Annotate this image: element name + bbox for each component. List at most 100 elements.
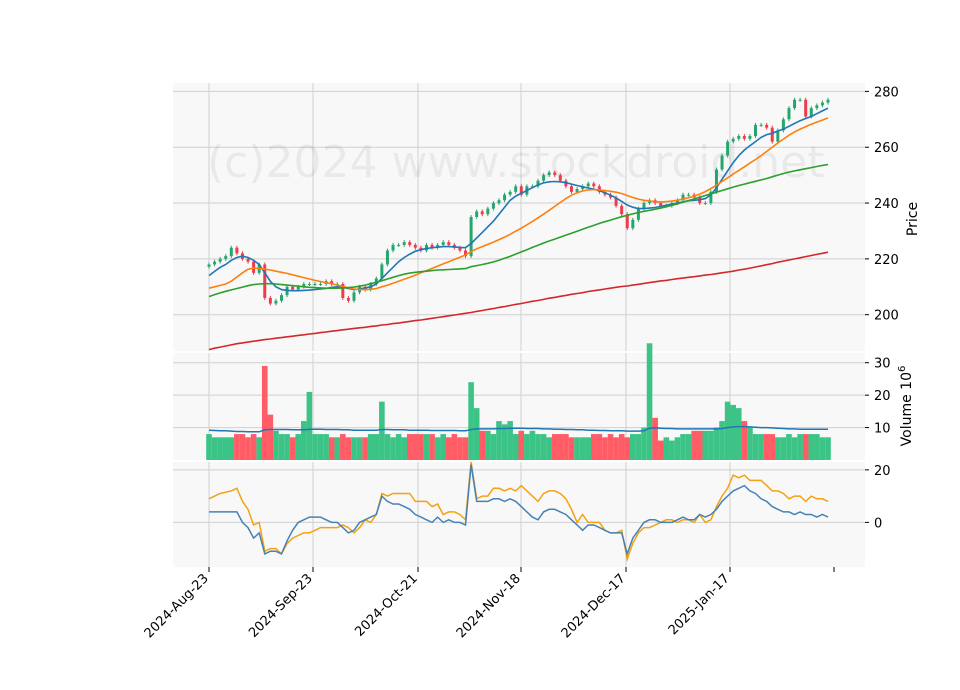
candle-body [625, 214, 629, 229]
candle-body [586, 183, 590, 187]
candle [491, 201, 495, 211]
candle [547, 170, 551, 178]
candle [737, 134, 741, 141]
candle [787, 106, 791, 122]
volume-bar [574, 437, 580, 460]
volume-bar [713, 427, 720, 460]
candle-body [447, 242, 451, 245]
volume-bar [607, 434, 614, 460]
candle [235, 245, 239, 256]
candle-body [341, 284, 345, 298]
volume-bar [434, 437, 441, 460]
volume-bar [284, 434, 290, 460]
candle [224, 254, 228, 261]
candle [486, 206, 490, 217]
volume-bar [345, 437, 352, 460]
volume-bar [323, 434, 329, 460]
candle [714, 167, 718, 194]
candle [820, 100, 824, 108]
moving-average-line-2 [208, 117, 829, 291]
candle-body [759, 124, 763, 126]
candle [804, 97, 808, 119]
candle-body [742, 136, 746, 139]
candle [742, 134, 746, 141]
candle-body [787, 108, 791, 120]
candle-body [636, 208, 640, 220]
volume-bar [814, 434, 820, 460]
y-tick-label: 0 [874, 516, 882, 531]
oscillator-y-axis: 0 20 [865, 464, 891, 531]
y-tick-label: 240 [874, 197, 899, 212]
volume-bar [445, 437, 452, 460]
volume-bar [206, 434, 212, 460]
candle [436, 242, 440, 250]
candle-body [229, 247, 233, 257]
candle-body [737, 136, 741, 139]
volume-bar [780, 437, 787, 460]
x-tick-label: 2024-Aug-23 [142, 571, 212, 641]
candle [385, 248, 389, 267]
candle [213, 259, 217, 267]
candle-body [631, 219, 635, 229]
moving-average-line-4 [208, 251, 829, 351]
candle-body [279, 295, 283, 301]
y-tick-label: 260 [874, 141, 899, 156]
volume-bar [406, 434, 413, 460]
candle-body [720, 155, 724, 170]
y-tick-label: 30 [874, 357, 891, 372]
volume-bar [825, 437, 831, 460]
candle [497, 198, 501, 205]
candle-body [441, 242, 445, 245]
volume-bar [680, 434, 686, 460]
volume-bar [613, 437, 619, 460]
candle-body [754, 124, 758, 137]
candle-body [374, 278, 378, 284]
volume-bar [301, 421, 307, 460]
volume-bar [635, 434, 642, 460]
candle-body [263, 264, 267, 298]
candle-body [436, 244, 440, 248]
candle [302, 282, 306, 289]
candle-body [480, 211, 484, 215]
volume-bar [797, 434, 803, 460]
candle [514, 184, 518, 194]
candle [542, 173, 546, 183]
watermark: (c)2024 www.stockdroid.net [207, 137, 824, 188]
candle [709, 189, 713, 205]
candle-body [207, 264, 211, 267]
candle-body [793, 99, 797, 109]
volume-bar [708, 430, 714, 460]
candle-body [213, 261, 217, 265]
y-tick-label: 10 [874, 422, 891, 437]
candle-body [687, 194, 691, 196]
candle [731, 136, 735, 144]
candle-body [575, 189, 579, 192]
candle-body [781, 119, 785, 131]
volume-bar [691, 430, 697, 460]
volume-axis-label-exponent: 6 [897, 366, 908, 372]
volume-bar [356, 437, 363, 460]
volume-bar [579, 437, 586, 460]
candle-body [508, 191, 512, 195]
price-y-axis: 200 220 240 260 280 [865, 85, 899, 324]
candle [397, 242, 401, 247]
candle-body [776, 130, 780, 142]
candle-body [798, 99, 802, 101]
candle [464, 248, 468, 259]
candle-body [770, 127, 774, 142]
volume-bar [222, 437, 229, 460]
candle [754, 122, 758, 138]
candle [330, 279, 334, 286]
moving-average-line-3 [208, 163, 829, 298]
candle-body [235, 247, 239, 254]
volume-bar [741, 421, 748, 460]
candle-body [274, 300, 278, 304]
candle [441, 240, 445, 247]
volume-bar [273, 430, 279, 460]
y-tick-label: 200 [874, 309, 899, 324]
candle [218, 256, 222, 264]
candle-body [352, 292, 356, 301]
candle [620, 203, 624, 217]
volume-bar [551, 434, 558, 460]
candle-body [385, 250, 389, 265]
